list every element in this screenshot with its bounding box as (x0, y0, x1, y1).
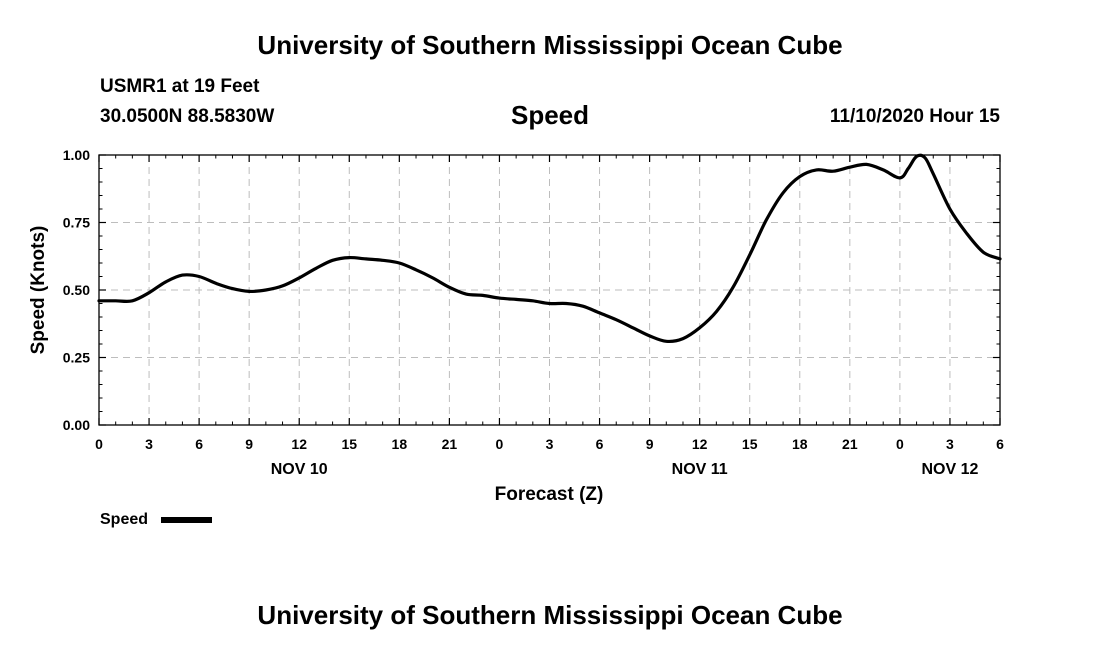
tick-labels: 0 3 6 9 12 15 18 21 0 3 6 9 12 15 18 21 0 3 6 0.00 0.25 0.50 0… (63, 147, 1004, 478)
x-tick-label: 12 (291, 436, 307, 452)
y-tick-label: 0.50 (63, 282, 90, 298)
y-tick-label: 0.25 (63, 350, 90, 366)
x-tick-label: 3 (946, 436, 954, 452)
x-tick-label: 18 (792, 436, 808, 452)
x-tick-label: 9 (245, 436, 253, 452)
chart-title: Speed (510, 100, 590, 130)
x-tick-label: 21 (842, 436, 858, 452)
x-tick-label: 21 (442, 436, 458, 452)
location-label: 30.0500N 88.5830W (100, 106, 275, 127)
bottom-title: University of Southern Mississippi Ocean… (257, 600, 843, 630)
legend-swatch (161, 517, 212, 523)
axis-ticks (98, 154, 1001, 426)
y-tick-label: 1.00 (63, 147, 90, 163)
legend-label: Speed (100, 511, 148, 528)
x-tick-label: 0 (95, 436, 103, 452)
speed-chart: 0 3 6 9 12 15 18 21 0 3 6 9 12 15 18 21 0 3 6 0.00 0.25 0.50 0… (28, 147, 1004, 528)
x-tick-label: 3 (546, 436, 554, 452)
x-day-label: NOV 12 (921, 461, 978, 478)
series-lines (97, 153, 1002, 344)
x-tick-label: 0 (496, 436, 504, 452)
y-axis-label: Speed (Knots) (28, 226, 49, 355)
top-title: University of Southern Mississippi Ocean… (257, 30, 843, 60)
x-tick-label: 15 (341, 436, 357, 452)
station-label: USMR1 at 19 Feet (100, 76, 260, 97)
x-day-label: NOV 10 (271, 461, 328, 478)
y-tick-label: 0.75 (63, 215, 90, 231)
x-tick-label: 0 (896, 436, 904, 452)
x-tick-label: 6 (996, 436, 1004, 452)
timestamp-label: 11/10/2020 Hour 15 (829, 106, 1000, 127)
x-tick-label: 18 (392, 436, 408, 452)
x-tick-label: 6 (596, 436, 604, 452)
x-day-label: NOV 11 (672, 461, 728, 478)
x-tick-label: 15 (742, 436, 758, 452)
x-tick-label: 12 (692, 436, 708, 452)
grid-lines (99, 155, 1000, 425)
x-axis-label: Forecast (Z) (495, 484, 604, 505)
x-tick-label: 3 (145, 436, 153, 452)
y-tick-label: 0.00 (63, 417, 90, 433)
x-tick-label: 6 (195, 436, 203, 452)
speed-series-line (97, 153, 1002, 344)
x-tick-label: 9 (646, 436, 654, 452)
